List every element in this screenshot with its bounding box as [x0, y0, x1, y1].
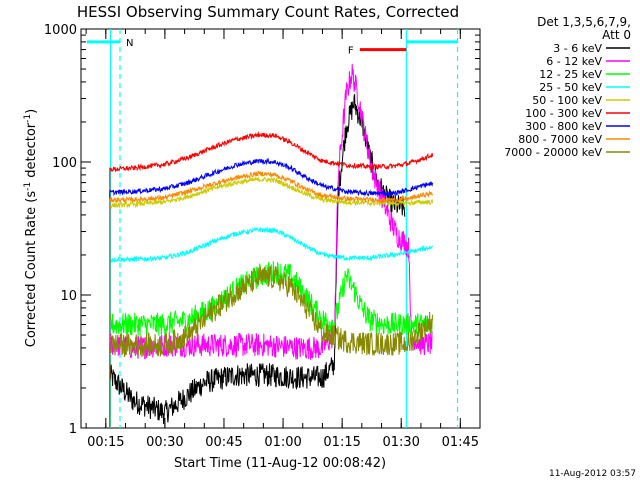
y-tick-label: 1000 — [44, 23, 77, 38]
legend-entry-label: 25 - 50 keV — [539, 81, 602, 94]
y-axis-label: Corrected Count Rate (s-1 detector-1) — [23, 109, 39, 347]
x-tick-label: 01:00 — [264, 435, 301, 450]
x-axis-label: Start Time (11-Aug-12 00:08:42) — [174, 456, 386, 471]
footer-timestamp: 11-Aug-2012 03:57 — [549, 469, 636, 479]
legend-entry-label: 12 - 25 keV — [539, 68, 602, 81]
x-tick-label: 00:30 — [146, 435, 183, 450]
series-line — [109, 265, 434, 428]
x-tick-label: 00:45 — [205, 435, 242, 450]
legend-entry-label: 800 - 7000 keV — [518, 133, 602, 146]
legend-header-line1: Det 1,3,5,6,7,9, — [537, 15, 631, 29]
series-line — [109, 225, 434, 428]
night-label: N — [126, 38, 133, 49]
series-line — [109, 63, 433, 428]
x-tick-label: 01:45 — [442, 435, 479, 450]
y-axis: 1 10 100 1000 — [44, 23, 480, 437]
legend-entry-label: 3 - 6 keV — [553, 42, 602, 55]
legend-header-line2: Att 0 — [602, 28, 631, 42]
overlay-markers: NF — [86, 29, 459, 428]
series-line — [109, 130, 434, 428]
flare-label: F — [348, 46, 354, 57]
legend-entry-label: 100 - 300 keV — [525, 107, 602, 120]
chart-title: HESSI Observing Summary Count Rates, Cor… — [77, 3, 459, 21]
plot-frame-border — [80, 28, 481, 429]
legend-entry-label: 300 - 800 keV — [525, 120, 602, 133]
series-line — [109, 176, 434, 428]
x-axis: 00:15 00:30 00:45 01:00 01:15 01:30 01:45 — [85, 29, 481, 450]
y-tick-label: 1 — [69, 422, 77, 437]
series-line — [109, 94, 406, 428]
legend-entry-label: 7000 - 20000 keV — [504, 146, 602, 159]
legend-entry-label: 50 - 100 keV — [532, 94, 602, 107]
plot-area — [80, 28, 481, 429]
x-tick-label: 01:30 — [382, 435, 419, 450]
x-tick-label: 00:15 — [87, 435, 124, 450]
y-tick-label: 100 — [52, 156, 77, 171]
legend-entry-label: 6 - 12 keV — [546, 55, 602, 68]
x-tick-label: 01:15 — [323, 435, 360, 450]
y-tick-label: 10 — [60, 289, 77, 304]
series-line — [109, 157, 434, 428]
series-line — [109, 170, 434, 428]
series-lines — [109, 63, 434, 428]
